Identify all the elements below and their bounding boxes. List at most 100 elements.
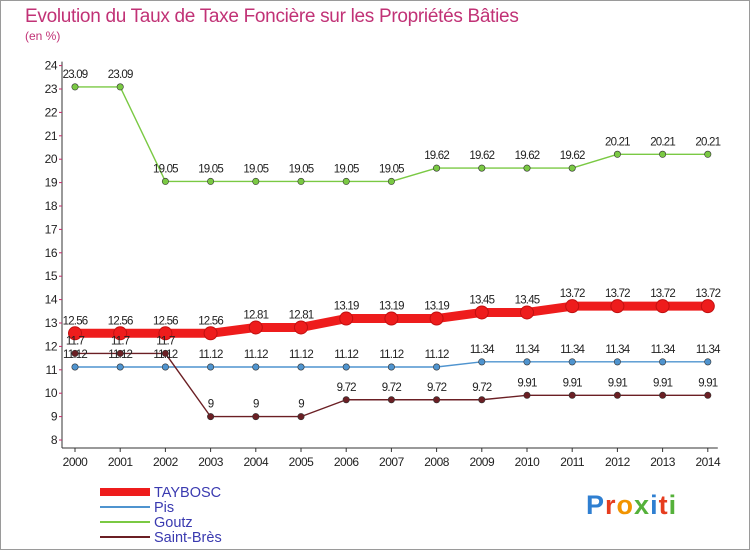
- data-label: 13.19: [424, 301, 449, 313]
- legend-label: TAYBOSC: [154, 485, 221, 501]
- data-point: [478, 358, 486, 366]
- data-point: [565, 299, 580, 314]
- chart-title: Evolution du Taux de Taxe Foncière sur l…: [25, 6, 519, 27]
- data-point: [613, 150, 621, 158]
- logo-letter: i: [668, 490, 678, 520]
- data-label: 13.19: [379, 301, 404, 313]
- data-point: [429, 311, 444, 326]
- data-point: [523, 391, 531, 399]
- data-point: [71, 363, 79, 371]
- data-label: 11.34: [560, 344, 585, 356]
- data-label: 19.05: [198, 163, 223, 175]
- unit-note: (en %): [25, 29, 61, 43]
- y-tick-label: 18: [45, 199, 58, 213]
- y-tick-label: 16: [45, 246, 58, 260]
- data-point: [68, 326, 82, 341]
- data-point: [294, 320, 308, 335]
- data-label: 11.34: [470, 344, 495, 356]
- data-label: 11.12: [289, 349, 313, 361]
- data-point: [207, 413, 215, 421]
- data-point: [704, 358, 712, 366]
- data-point: [113, 326, 128, 341]
- data-point: [659, 358, 667, 366]
- data-label: 11.12: [244, 349, 268, 361]
- data-point: [700, 299, 715, 314]
- x-tick-label: 2002: [153, 455, 179, 469]
- data-point: [384, 311, 399, 326]
- data-label: 11.12: [425, 349, 449, 361]
- data-label: 20.21: [695, 136, 720, 148]
- data-label: 19.05: [379, 163, 404, 175]
- data-point: [568, 164, 576, 172]
- data-label: 11.7: [66, 335, 85, 347]
- y-tick-label: 24: [45, 59, 58, 73]
- y-tick-label: 12: [45, 339, 58, 353]
- data-label: 9: [298, 399, 304, 411]
- data-label: 12.81: [243, 309, 268, 321]
- x-tick-label: 2003: [198, 455, 224, 469]
- legend-label: Goutz: [154, 515, 193, 531]
- x-tick-label: 2008: [424, 455, 450, 469]
- data-label: 9.91: [563, 377, 583, 389]
- x-tick-label: 2001: [108, 455, 134, 469]
- data-label: 9: [208, 399, 214, 411]
- data-label: 13.72: [650, 288, 675, 300]
- data-label: 11.7: [111, 335, 130, 347]
- data-label: 13.72: [605, 288, 630, 300]
- y-tick-label: 13: [45, 316, 58, 330]
- data-label: 11.34: [696, 344, 721, 356]
- data-point: [523, 164, 531, 172]
- y-tick-label: 21: [45, 129, 58, 143]
- data-label: 11.12: [153, 349, 177, 361]
- logo-letter: r: [605, 490, 617, 520]
- data-point: [297, 363, 305, 371]
- data-label: 19.62: [469, 150, 494, 162]
- data-label: 12.56: [198, 315, 223, 327]
- data-point: [207, 363, 215, 371]
- logo-letter: x: [634, 490, 651, 520]
- data-point: [116, 349, 124, 357]
- data-label: 23.09: [63, 69, 88, 81]
- data-label: 9.72: [472, 382, 492, 394]
- data-point: [610, 299, 625, 314]
- data-point: [252, 413, 260, 421]
- y-tick-label: 19: [45, 176, 58, 190]
- x-tick-label: 2010: [515, 455, 541, 469]
- data-label: 13.72: [560, 288, 585, 300]
- data-point: [478, 396, 486, 404]
- data-label: 19.62: [424, 150, 449, 162]
- data-point: [71, 349, 79, 357]
- data-point: [520, 305, 534, 320]
- data-point: [433, 164, 441, 172]
- data-label: 9.72: [337, 382, 357, 394]
- x-tick-label: 2007: [379, 455, 405, 469]
- data-label: 9.91: [517, 377, 537, 389]
- data-point: [342, 396, 350, 404]
- data-label: 23.09: [108, 69, 133, 81]
- y-tick-label: 8: [51, 433, 58, 447]
- data-point: [248, 320, 263, 335]
- data-label: 9.91: [653, 377, 673, 389]
- y-tick-label: 23: [45, 82, 58, 96]
- x-tick-label: 2005: [289, 455, 315, 469]
- data-point: [161, 349, 169, 357]
- y-tick-label: 9: [51, 410, 58, 424]
- x-tick-label: 2000: [63, 455, 89, 469]
- data-label: 9.72: [427, 382, 447, 394]
- proxiti-logo: Proxiti: [586, 490, 677, 521]
- data-label: 9.72: [382, 382, 402, 394]
- data-point: [704, 150, 712, 158]
- data-point: [116, 363, 124, 371]
- data-point: [161, 363, 169, 371]
- data-label: 13.19: [334, 301, 359, 313]
- data-point: [297, 413, 305, 421]
- data-point: [207, 177, 215, 185]
- data-label: 11.12: [108, 349, 132, 361]
- data-point: [523, 358, 531, 366]
- data-point: [387, 396, 395, 404]
- y-tick-label: 17: [45, 222, 58, 236]
- data-point: [433, 363, 441, 371]
- data-point: [568, 358, 576, 366]
- data-point: [342, 177, 350, 185]
